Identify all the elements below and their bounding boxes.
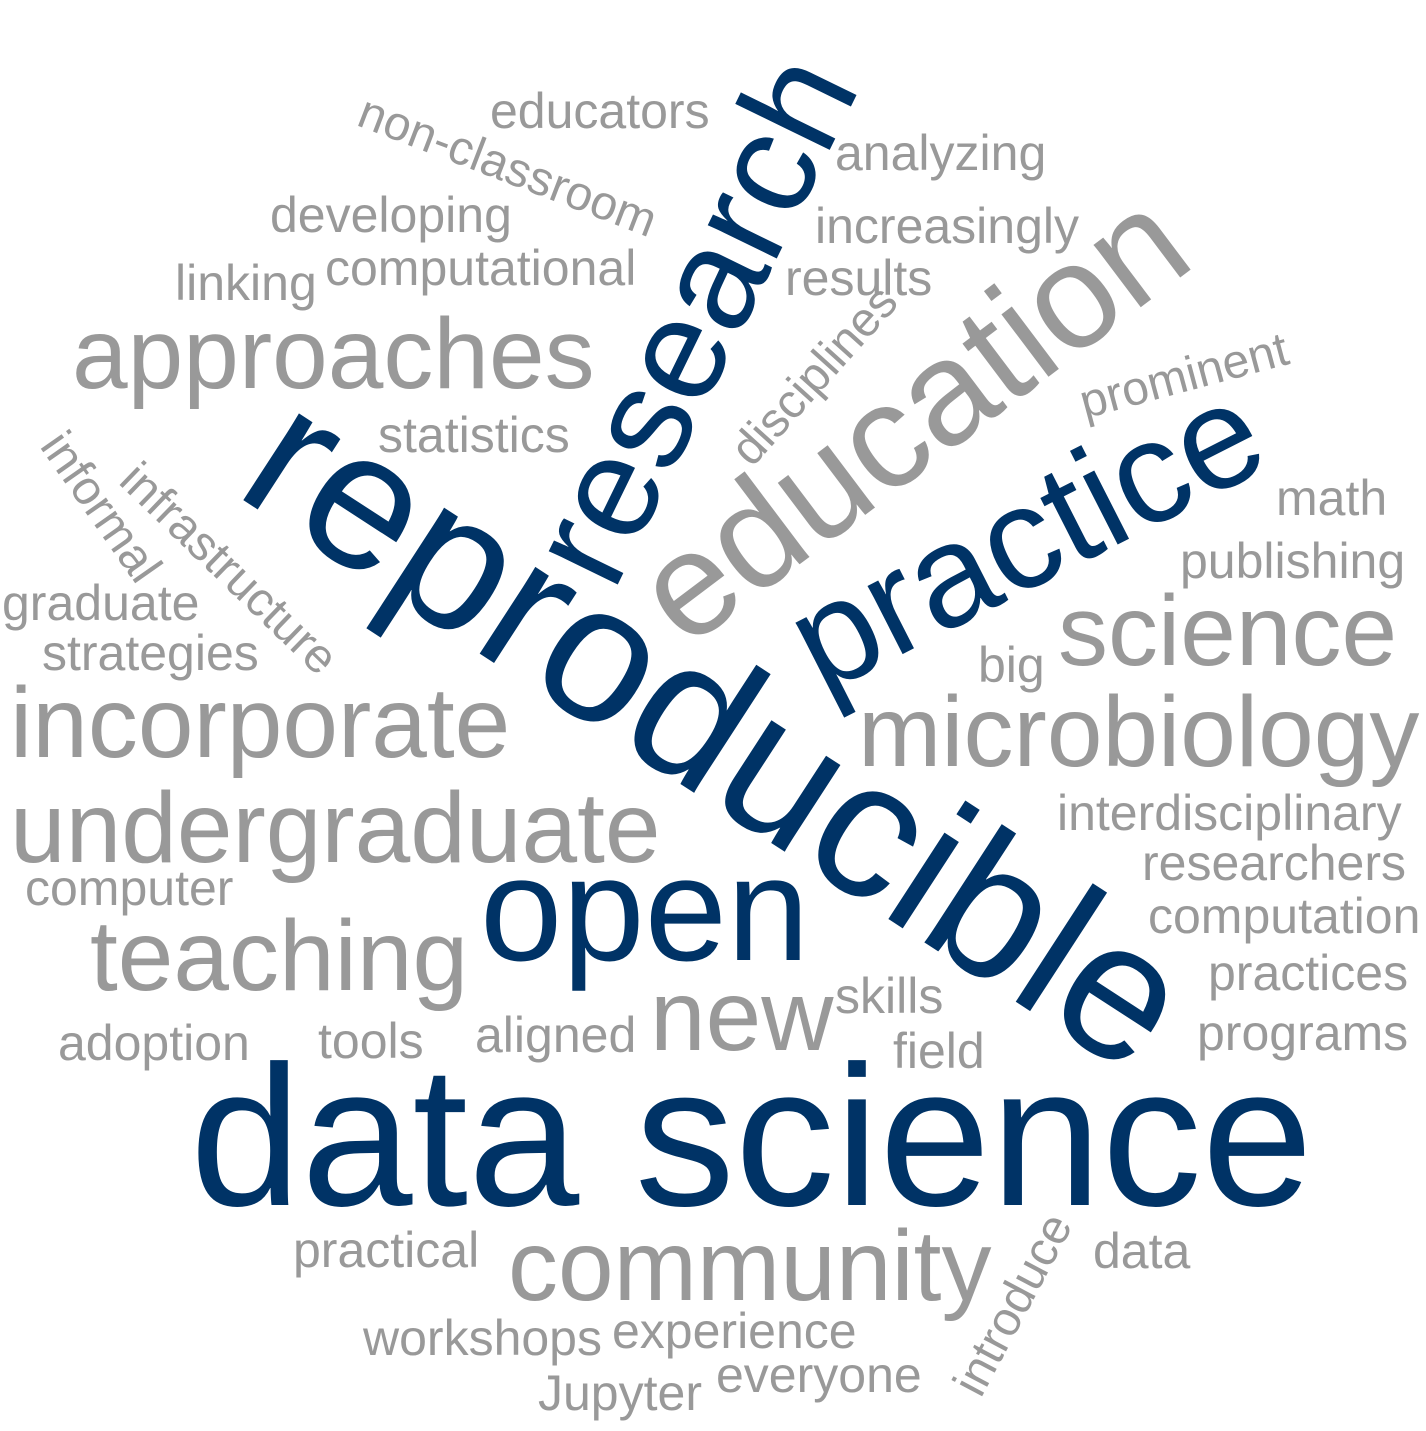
- word-adoption: adoption: [58, 1015, 250, 1071]
- word-tools: tools: [318, 1013, 424, 1069]
- word-experience: experience: [612, 1303, 857, 1359]
- word-data: data: [1093, 1223, 1191, 1279]
- word-data-science: data science: [190, 1025, 1313, 1248]
- word-computation: computation: [1148, 888, 1420, 944]
- word-approaches: approaches: [72, 298, 595, 410]
- word-skills: skills: [835, 968, 943, 1024]
- word-developing: developing: [270, 187, 512, 243]
- word-field: field: [893, 1023, 985, 1079]
- word-graduate: graduate: [2, 575, 199, 631]
- word-increasingly: increasingly: [815, 198, 1079, 254]
- word-statistics: statistics: [378, 407, 570, 463]
- word-practices: practices: [1208, 945, 1408, 1001]
- word-everyone: everyone: [716, 1347, 922, 1403]
- word-open: open: [480, 827, 809, 992]
- word-computational: computational: [325, 240, 636, 296]
- word-computer: computer: [25, 860, 233, 916]
- word-analyzing: analyzing: [835, 125, 1046, 181]
- word-interdisciplinary: interdisciplinary: [1057, 785, 1402, 841]
- word-math: math: [1276, 470, 1387, 526]
- word-jupyter: Jupyter: [538, 1365, 702, 1421]
- word-aligned: aligned: [475, 1007, 636, 1063]
- word-science: science: [1058, 575, 1397, 687]
- word-programs: programs: [1197, 1005, 1408, 1061]
- word-practical: practical: [293, 1222, 479, 1278]
- word-microbiology: microbiology: [858, 676, 1419, 788]
- word-new: new: [650, 960, 834, 1072]
- word-results: results: [785, 250, 932, 306]
- word-publishing: publishing: [1180, 533, 1405, 589]
- word-workshops: workshops: [362, 1310, 602, 1366]
- word-big: big: [978, 637, 1045, 693]
- word-community: community: [508, 1210, 991, 1322]
- word-incorporate: incorporate: [10, 667, 510, 779]
- word-linking: linking: [175, 255, 317, 311]
- word-researchers: researchers: [1142, 835, 1406, 891]
- word-undergraduate: undergraduate: [10, 772, 661, 884]
- word-educators: educators: [490, 83, 710, 139]
- word-strategies: strategies: [42, 625, 259, 681]
- word-teaching: teaching: [90, 900, 468, 1012]
